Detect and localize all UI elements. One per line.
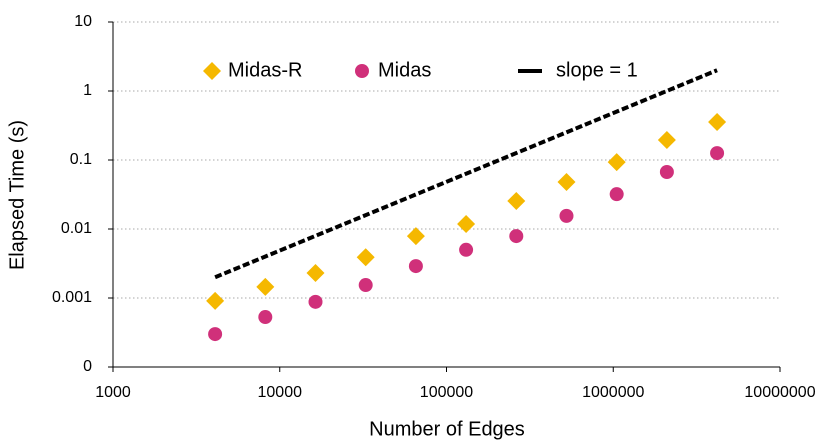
legend-label: Midas — [378, 59, 431, 81]
slope-line — [214, 68, 718, 280]
point — [356, 248, 375, 267]
legend-label: slope = 1 — [556, 59, 638, 81]
x-tick-label: 100000 — [420, 384, 473, 401]
point — [557, 172, 576, 191]
y-axis-title: Elapsed Time (s) — [6, 120, 28, 270]
y-tick-label: 10 — [74, 13, 92, 30]
point — [406, 227, 425, 246]
point — [306, 264, 325, 283]
legend-swatch — [355, 64, 369, 78]
point — [459, 242, 474, 257]
point — [708, 113, 727, 132]
legend-swatch — [203, 62, 221, 80]
point — [256, 277, 275, 296]
point — [408, 259, 423, 274]
point — [358, 278, 373, 293]
x-tick-label: 10000 — [258, 384, 303, 401]
y-tick-label: 0 — [83, 358, 92, 375]
point — [308, 294, 323, 309]
y-tick-label: 1 — [83, 82, 92, 99]
x-tick-label: 10000000 — [744, 384, 815, 401]
point — [659, 165, 674, 180]
x-axis-title: Number of Edges — [369, 418, 525, 440]
y-tick-label: 0.1 — [70, 151, 92, 168]
point — [710, 146, 725, 161]
y-tick-label: 0.01 — [61, 220, 92, 237]
point — [457, 215, 476, 234]
point — [507, 191, 526, 210]
point — [559, 208, 574, 223]
point — [206, 291, 225, 310]
x-tick-label: 1000000 — [582, 384, 644, 401]
point — [509, 229, 524, 244]
x-tick-label: 1000 — [95, 384, 131, 401]
point — [258, 310, 273, 325]
point — [208, 327, 223, 342]
point — [607, 153, 626, 172]
legend-label: Midas-R — [228, 59, 302, 81]
y-tick-label: 0.001 — [52, 289, 92, 306]
point — [657, 130, 676, 149]
point — [609, 187, 624, 202]
